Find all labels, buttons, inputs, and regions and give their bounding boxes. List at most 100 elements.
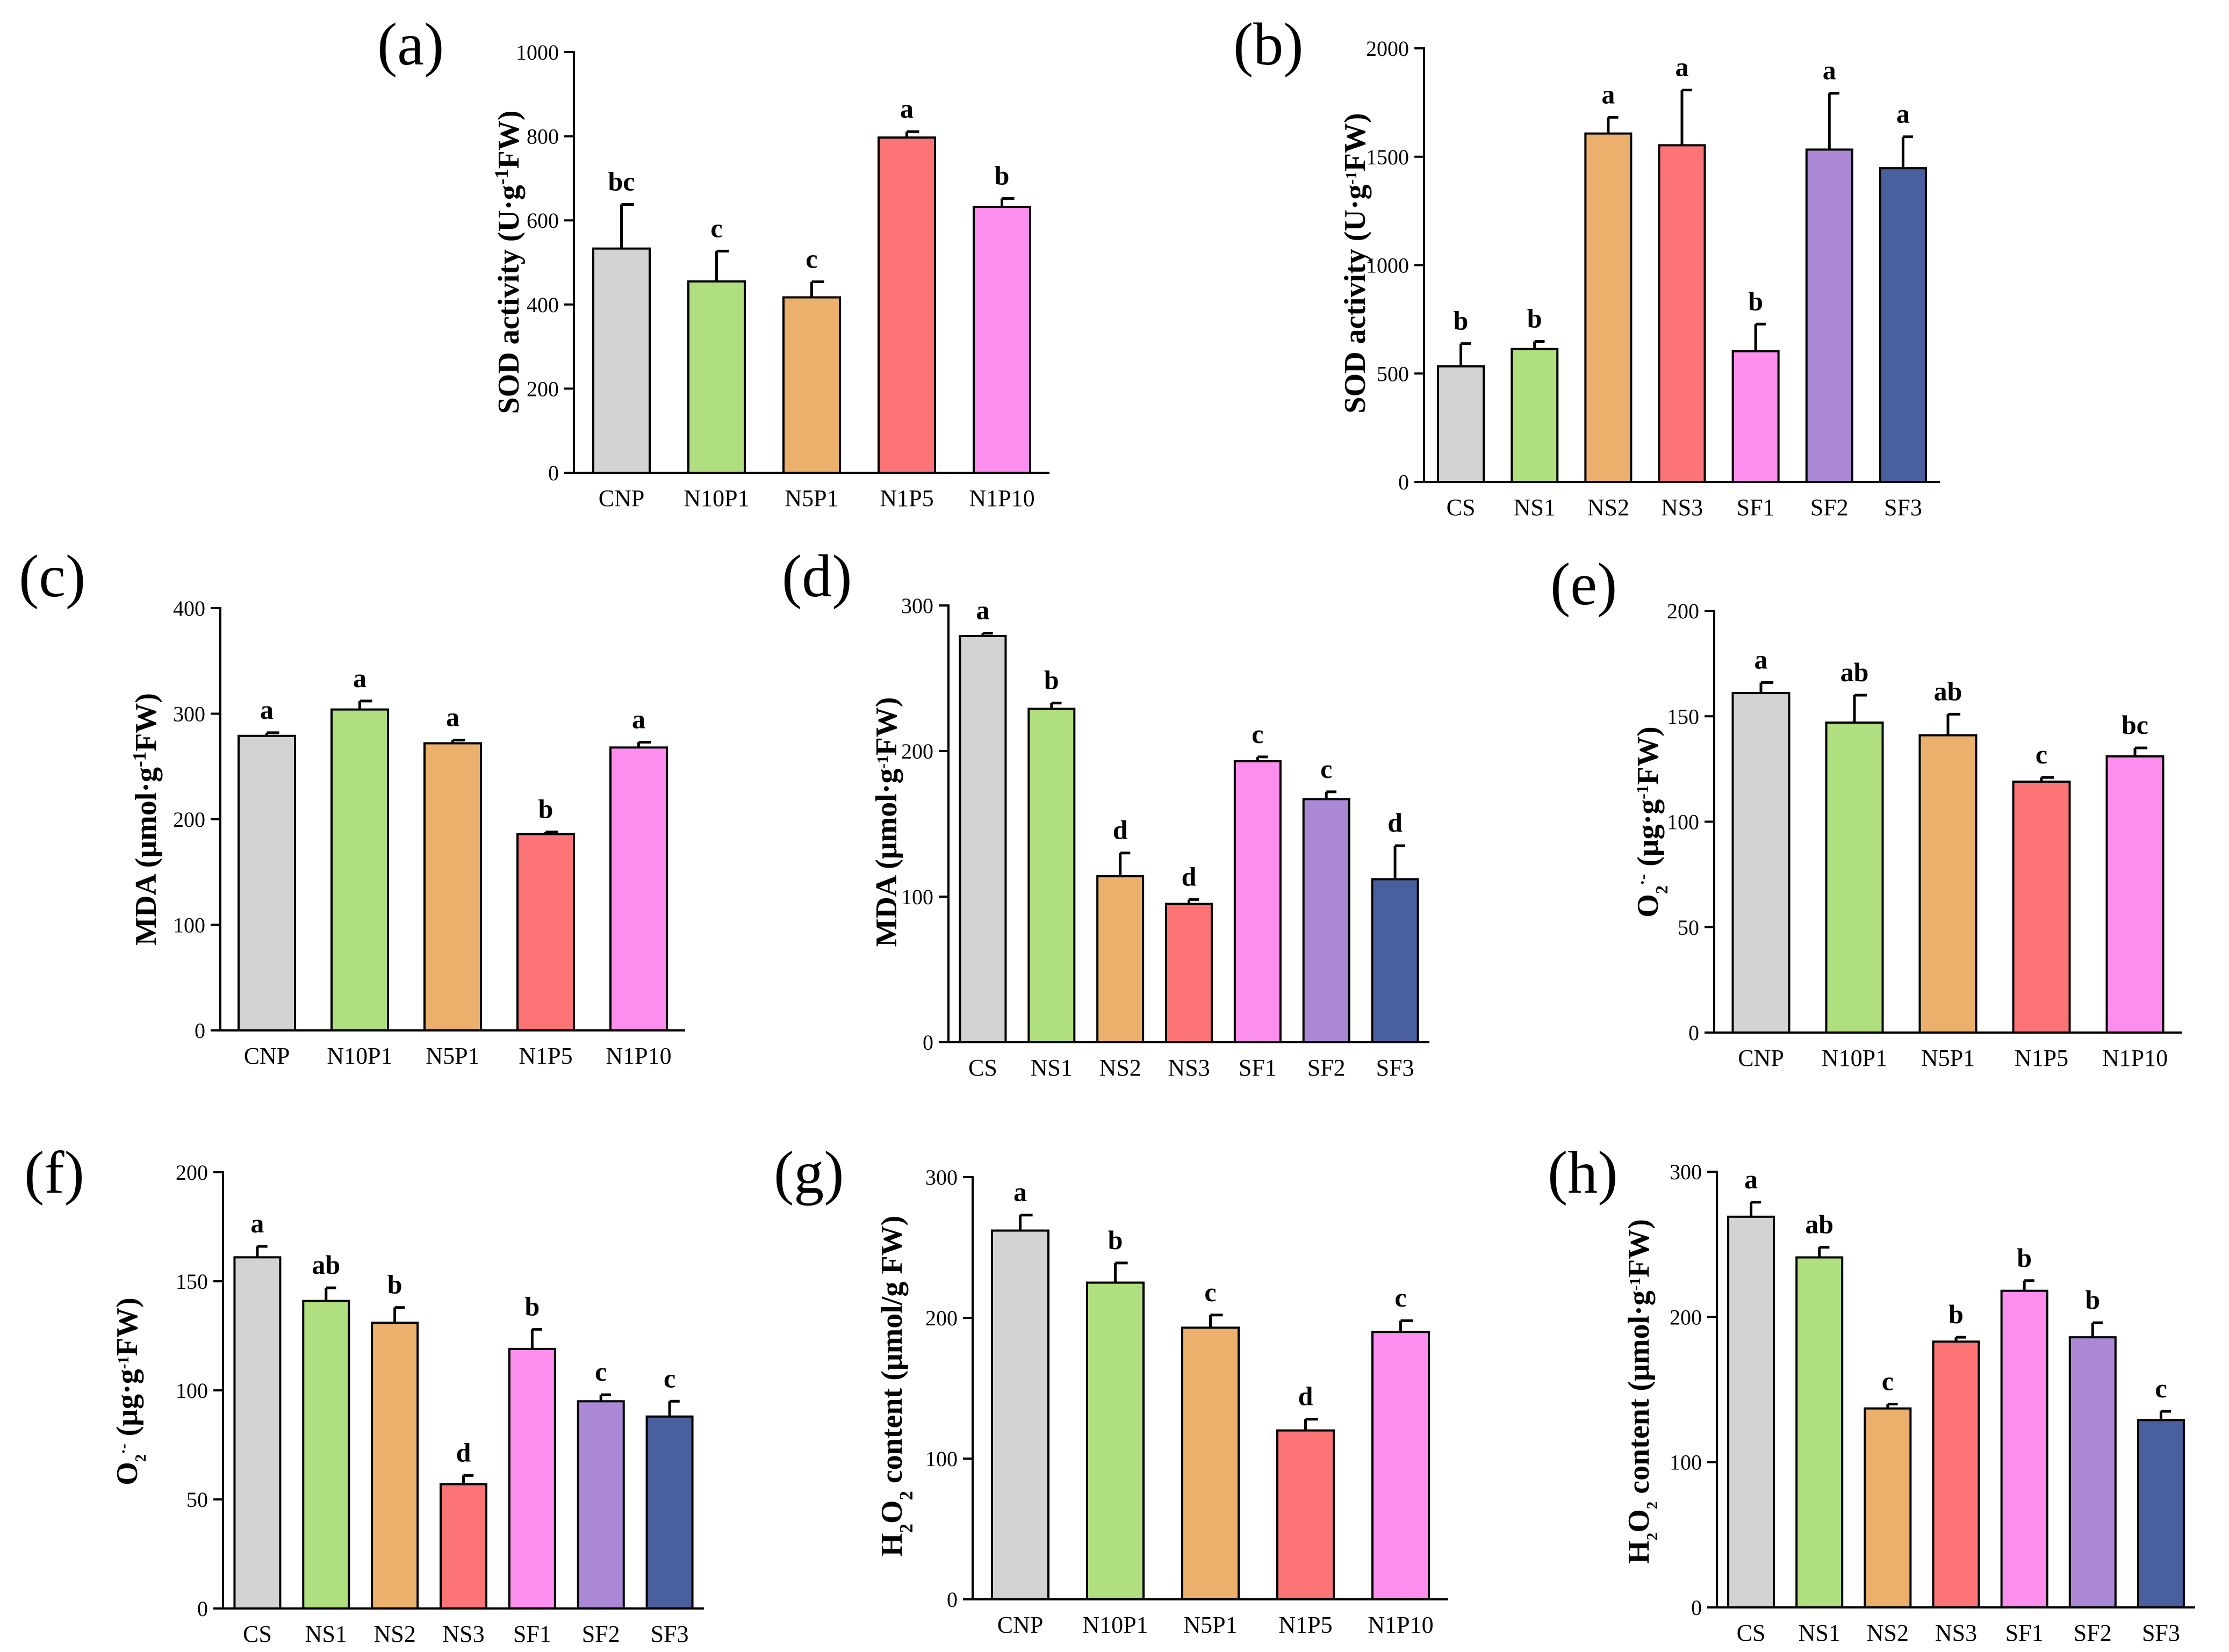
bar-h-sf2 [2068,1336,2117,1608]
y-axis-title-f: O2·- (μg·g-1FW) [111,1297,149,1485]
y-tick-label-f: 50 [186,1488,208,1512]
bar-f-sf3 [645,1415,694,1610]
significance-letter-e: a [1755,644,1768,674]
y-tick-label-c: 200 [173,807,205,832]
bar-g-cnp [991,1229,1049,1601]
significance-letter-f: a [250,1208,264,1238]
significance-letter-g: c [1204,1277,1216,1307]
bar-c-n10p1 [330,708,389,1031]
significance-letter-h: a [1744,1164,1758,1194]
y-tick-label-c: 400 [173,596,205,621]
panel-label-a: (a) [377,11,444,78]
panel-a: (a) 0 200 400 600 800 1000 bc CNP c N10P1 c N5P1 a N1… [377,11,1049,511]
y-tick-label-f: 0 [197,1597,208,1621]
category-label-f: NS1 [305,1621,347,1647]
y-axis-title-a: SOD activity (U·g-1FW) [491,110,526,414]
y-tick-label-d: 0 [923,1030,933,1055]
category-label-f: NS3 [442,1621,484,1647]
bar-d-ns1 [1027,708,1076,1044]
y-tick-label-h: 100 [1670,1451,1702,1475]
category-label-h: NS3 [1935,1620,1977,1646]
bar-e-n10p1 [1825,722,1884,1034]
y-tick-label-d: 100 [901,885,933,909]
bar-h-ns3 [1932,1340,1980,1609]
y-axis-title-d: MDA (μmol·g-1FW) [870,697,903,947]
bar-g-n10p1 [1086,1281,1145,1600]
significance-letter-c: a [260,695,274,725]
significance-letter-f: b [524,1291,540,1321]
category-label-e: N10P1 [1822,1045,1887,1071]
bar-a-n1p10 [973,206,1031,474]
y-tick-label-c: 0 [195,1019,205,1043]
y-tick-label-a: 200 [527,377,559,401]
significance-letter-g: c [1394,1282,1406,1312]
significance-letter-a: c [806,244,817,274]
significance-letter-f: c [595,1357,607,1387]
y-tick-label-a: 800 [527,125,559,149]
category-label-a: CNP [599,485,645,511]
panel-e: (e) 0 50 100 150 200 a CNP ab N10P1 ab N5P1 c N1P5 bc… [1550,551,2182,1071]
bar-h-sf1 [2000,1289,2048,1608]
category-label-h: SF1 [2005,1620,2044,1646]
significance-letter-h: ab [1805,1209,1833,1239]
category-label-d: SF3 [1376,1055,1414,1081]
panel-label-h: (h) [1548,1139,1618,1206]
significance-letter-d: c [1320,754,1332,784]
bar-f-cs [233,1256,282,1610]
category-label-a: N10P1 [684,485,749,511]
y-tick-label-h: 300 [1670,1160,1702,1184]
category-label-g: N1P10 [1368,1612,1433,1638]
category-label-f: SF2 [582,1621,620,1647]
category-label-f: SF3 [651,1621,689,1647]
y-tick-label-h: 200 [1670,1305,1702,1329]
y-tick-label-b: 0 [1398,470,1409,494]
y-tick-label-h: 0 [1691,1596,1702,1620]
bar-c-n1p5 [516,833,575,1031]
y-tick-label-a: 400 [527,293,559,317]
category-label-g: N1P5 [1278,1612,1332,1638]
panel-h: (h) 0 100 200 300 a CS ab NS1 c NS2 b NS3 b SF1 b SF2 c S… [1548,1139,2195,1646]
category-label-a: N1P10 [969,485,1034,511]
bar-a-cnp [592,247,651,474]
significance-letter-e: ab [1934,676,1962,706]
panel-label-c: (c) [19,543,85,610]
bar-e-n5p1 [1918,734,1978,1034]
category-label-b: CS [1447,494,1476,521]
bar-f-ns1 [302,1300,350,1610]
bar-h-sf3 [2137,1419,2185,1609]
significance-letter-d: a [976,595,989,625]
significance-letter-b: a [1676,52,1689,82]
y-tick-label-f: 200 [176,1160,208,1185]
category-label-g: CNP [997,1612,1044,1638]
panel-label-f: (f) [24,1139,84,1206]
category-label-d: CS [968,1055,997,1081]
category-label-d: NS1 [1031,1055,1073,1081]
y-tick-label-b: 1500 [1366,145,1409,169]
bar-b-ns3 [1658,144,1706,483]
significance-letter-a: a [900,93,914,124]
y-tick-label-e: 200 [1667,599,1699,623]
bar-d-ns3 [1165,903,1213,1044]
significance-letter-f: c [664,1363,675,1393]
bar-h-ns1 [1795,1256,1844,1608]
y-tick-label-b: 500 [1377,362,1409,386]
category-label-d: SF1 [1239,1055,1277,1081]
significance-letter-e: ab [1840,657,1869,687]
bar-c-cnp [238,734,296,1031]
category-label-b: SF1 [1737,494,1775,521]
panel-d: (d) 0 100 200 300 a CS b NS1 d NS2 d NS3 c SF1 c SF2 d SF… [782,543,1429,1081]
bar-a-n1p5 [878,136,936,474]
category-label-b: NS3 [1661,494,1703,521]
significance-letter-f: ab [312,1250,340,1280]
category-label-f: SF1 [513,1621,551,1647]
category-label-e: CNP [1738,1045,1784,1071]
category-label-d: NS2 [1099,1055,1141,1081]
significance-letter-b: b [1527,304,1542,334]
bar-d-sf3 [1371,878,1419,1043]
panel-label-e: (e) [1550,551,1617,618]
bar-b-sf3 [1879,167,1927,483]
significance-letter-h: b [1948,1299,1964,1329]
bar-e-n1p5 [2012,780,2071,1034]
bar-b-sf2 [1805,148,1853,483]
